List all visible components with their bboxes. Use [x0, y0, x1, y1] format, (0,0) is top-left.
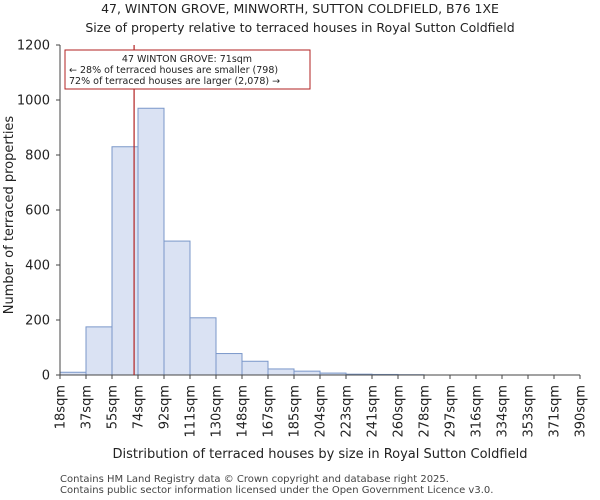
y-tick-label: 600 [25, 204, 50, 219]
bar-37sqm [85, 326, 113, 376]
x-axis: 18sqm 37sqm 55sqm 74sqm 92sqm 111sqm 130sqm 148… [54, 374, 589, 438]
bar-167sqm [267, 368, 295, 376]
annotation-line-1: 47 WINTON GROVE: 71sqm [122, 54, 252, 65]
annotation-box: 47 WINTON GROVE: 71sqm ← 28% of terraced… [64, 49, 311, 90]
x-tick-label: 148sqm [236, 385, 251, 438]
bar-74sqm [137, 107, 165, 376]
x-tick-label: 185sqm [288, 385, 303, 438]
x-tick-label: 111sqm [184, 385, 199, 438]
annotation-line-3: 72% of terraced houses are larger (2,078… [69, 76, 280, 87]
footer-line-1: Contains HM Land Registry data © Crown c… [60, 474, 449, 485]
y-tick-label: 800 [25, 149, 50, 164]
x-tick-label: 37sqm [80, 385, 95, 429]
bar-185sqm [293, 370, 321, 376]
bar-92sqm [163, 240, 191, 376]
bar-148sqm [241, 360, 269, 376]
x-tick-label: 260sqm [392, 385, 407, 438]
x-tick-label: 334sqm [496, 385, 511, 438]
y-tick-label: 0 [42, 369, 50, 384]
x-tick-label: 167sqm [262, 385, 277, 438]
x-tick-label: 223sqm [340, 385, 355, 438]
y-tick-label: 1000 [17, 94, 50, 109]
x-tick-label: 204sqm [314, 385, 329, 438]
x-axis-title: Distribution of terraced houses by size … [113, 447, 528, 462]
x-tick-label: 92sqm [158, 385, 173, 429]
annotation-line-2: ← 28% of terraced houses are smaller (79… [69, 65, 278, 76]
y-tick-label: 1200 [17, 39, 50, 54]
x-tick-label: 74sqm [132, 385, 147, 429]
y-axis-title: Number of terraced properties [2, 116, 17, 315]
y-axis: 0 200 400 600 800 1000 1200 [17, 39, 61, 384]
chart-subtitle: Size of property relative to terraced ho… [85, 20, 514, 35]
bar-130sqm [215, 353, 243, 376]
x-tick-label: 241sqm [366, 385, 381, 438]
bars-group [59, 107, 425, 376]
x-tick-label: 353sqm [522, 385, 537, 438]
x-tick-label: 278sqm [418, 385, 433, 438]
footer-line-2: Contains public sector information licen… [60, 485, 494, 496]
x-tick-label: 130sqm [210, 385, 225, 438]
x-tick-label: 390sqm [574, 385, 589, 438]
bar-111sqm [189, 317, 217, 376]
x-tick-label: 297sqm [444, 385, 459, 438]
x-tick-label: 55sqm [106, 385, 121, 429]
y-tick-label: 200 [25, 314, 50, 329]
chart-title: 47, WINTON GROVE, MINWORTH, SUTTON COLDF… [101, 1, 499, 16]
x-tick-label: 371sqm [548, 385, 563, 438]
x-tick-label: 316sqm [470, 385, 485, 438]
y-tick-label: 400 [25, 259, 50, 274]
x-tick-label: 18sqm [54, 385, 69, 429]
